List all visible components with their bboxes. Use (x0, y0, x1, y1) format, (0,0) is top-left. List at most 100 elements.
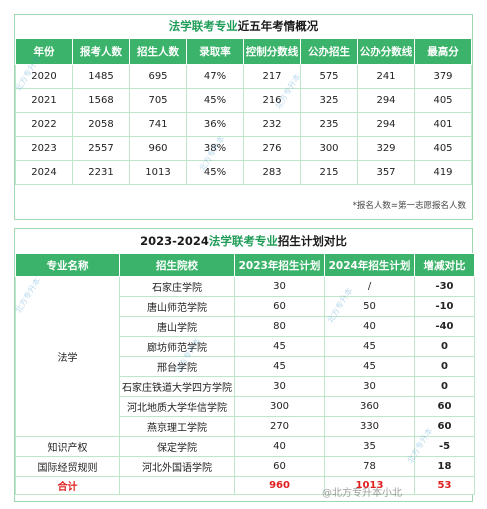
table-cell: 60 (234, 296, 325, 317)
table-cell: 40 (234, 436, 325, 457)
table-cell: 35 (324, 436, 415, 457)
change-cell: 0 (414, 336, 475, 357)
table-cell: 300 (300, 136, 358, 161)
school-cell: 河北地质大学华信学院 (119, 396, 235, 417)
table-row: 邢台学院 45 45 0 (16, 356, 475, 377)
table-cell: 216 (243, 88, 301, 113)
table-cell: 276 (243, 136, 301, 161)
school-cell: 唐山师范学院 (119, 296, 235, 317)
table-row: 国际经贸规则 河北外国语学院 60 78 18 (15, 456, 475, 477)
table-cell: 47% (186, 64, 244, 89)
table-cell: 1568 (72, 88, 130, 113)
table-cell: 357 (357, 160, 415, 185)
enroll-plan-title: 2023-2024法学联考专业招生计划对比 (140, 234, 347, 248)
header-max-score: 最高分 (414, 38, 472, 65)
table-row: 知识产权 保定学院 40 35 -5 (15, 436, 475, 457)
table-cell: 45 (324, 356, 415, 377)
table-cell: 30 (234, 376, 325, 397)
change-cell: -40 (414, 316, 475, 337)
table-cell: / (324, 276, 415, 297)
table-cell: 2022 (15, 112, 73, 137)
header-public-enroll: 公办招生 (300, 38, 358, 65)
table-row: 唐山学院 80 40 -40 (16, 316, 475, 337)
table-cell: 45% (186, 160, 244, 185)
table-cell: 36% (186, 112, 244, 137)
total-label: 合计 (15, 476, 120, 495)
table-cell: 78 (324, 456, 415, 477)
header-applicants: 报考人数 (72, 38, 130, 65)
table-cell: 235 (300, 112, 358, 137)
table-cell: 60 (234, 456, 325, 477)
table-cell: 2023 (15, 136, 73, 161)
header-public-line: 公办分数线 (357, 38, 415, 65)
change-cell: -30 (414, 276, 475, 297)
table-cell: 215 (300, 160, 358, 185)
header-admit-rate: 录取率 (186, 38, 244, 65)
exam-overview-table: 年份 报考人数 招生人数 录取率 控制分数线 公办招生 公办分数线 最高分 20… (15, 38, 472, 185)
table-cell: 30 (324, 376, 415, 397)
school-cell: 邢台学院 (119, 356, 235, 377)
table-cell: 401 (414, 112, 472, 137)
table-row: 河北地质大学华信学院 300 360 60 (16, 396, 475, 417)
change-cell: 0 (414, 376, 475, 397)
table-cell: 30 (234, 276, 325, 297)
table-row: 2023 2557 960 38% 276 300 329 405 (15, 136, 472, 161)
table-cell: 2020 (15, 64, 73, 89)
table-row: 2020 1485 695 47% 217 575 241 379 (15, 64, 472, 89)
change-cell: 60 (414, 416, 475, 437)
table-cell: 45 (234, 356, 325, 377)
enroll-plan-table: 专业名称 招生院校 2023年招生计划 2024年招生计划 增减对比 法学 石家… (15, 253, 475, 495)
major-cell: 知识产权 (15, 436, 120, 457)
table-cell: 325 (300, 88, 358, 113)
exam-overview-card: 法学联考专业近五年考情概况 年份 报考人数 招生人数 录取率 控制分数线 公办招… (14, 14, 473, 220)
header-year: 年份 (15, 38, 73, 65)
table-cell: 695 (129, 64, 187, 89)
header-change: 增减对比 (414, 253, 475, 277)
header-row: 年份 报考人数 招生人数 录取率 控制分数线 公办招生 公办分数线 最高分 (15, 38, 472, 65)
header-control-line: 控制分数线 (243, 38, 301, 65)
table-cell (119, 476, 235, 495)
table-row: 2022 2058 741 36% 232 235 294 401 (15, 112, 472, 137)
table-cell: 2021 (15, 88, 73, 113)
change-cell: -5 (414, 436, 475, 457)
table-cell: 405 (414, 136, 472, 161)
school-cell: 廊坊师范学院 (119, 336, 235, 357)
table-cell: 2231 (72, 160, 130, 185)
table-cell: 575 (300, 64, 358, 89)
table-cell: 329 (357, 136, 415, 161)
school-cell: 河北外国语学院 (119, 456, 235, 477)
bottom-watermark: @北方专升本小北 (322, 488, 402, 499)
table-cell: 270 (234, 416, 325, 437)
table-cell: 379 (414, 64, 472, 89)
table-cell: 45% (186, 88, 244, 113)
school-cell: 燕京理工学院 (119, 416, 235, 437)
school-cell: 石家庄学院 (119, 276, 235, 297)
table-cell: 217 (243, 64, 301, 89)
footnote: *报名人数=第一志愿报名人数 (352, 201, 466, 211)
table-row: 2024 2231 1013 45% 283 215 357 419 (15, 160, 472, 185)
table-cell: 1013 (129, 160, 187, 185)
major-cell: 国际经贸规则 (15, 456, 120, 477)
change-cell: 60 (414, 396, 475, 417)
table-cell: 241 (357, 64, 415, 89)
table-row: 2021 1568 705 45% 216 325 294 405 (15, 88, 472, 113)
table-row: 法学 石家庄学院 30 / -30 (15, 276, 475, 437)
total-row: 合计 960 1013 53 (15, 476, 475, 495)
table-cell: 360 (324, 396, 415, 417)
header-school: 招生院校 (119, 253, 235, 277)
table-cell: 80 (234, 316, 325, 337)
header-plan-2024: 2024年招生计划 (324, 253, 415, 277)
table-cell: 300 (234, 396, 325, 417)
table-cell: 960 (129, 136, 187, 161)
school-cell: 石家庄铁道大学四方学院 (119, 376, 235, 397)
total-2023: 960 (234, 476, 325, 495)
table-cell: 405 (414, 88, 472, 113)
total-change: 53 (414, 476, 475, 495)
table-row: 廊坊师范学院 45 45 0 (16, 336, 475, 357)
table-row: 石家庄铁道大学四方学院 30 30 0 (16, 376, 475, 397)
table-cell: 2557 (72, 136, 130, 161)
header-row: 专业名称 招生院校 2023年招生计划 2024年招生计划 增减对比 (15, 253, 475, 277)
table-cell: 294 (357, 112, 415, 137)
table-cell: 419 (414, 160, 472, 185)
header-major: 专业名称 (15, 253, 120, 277)
